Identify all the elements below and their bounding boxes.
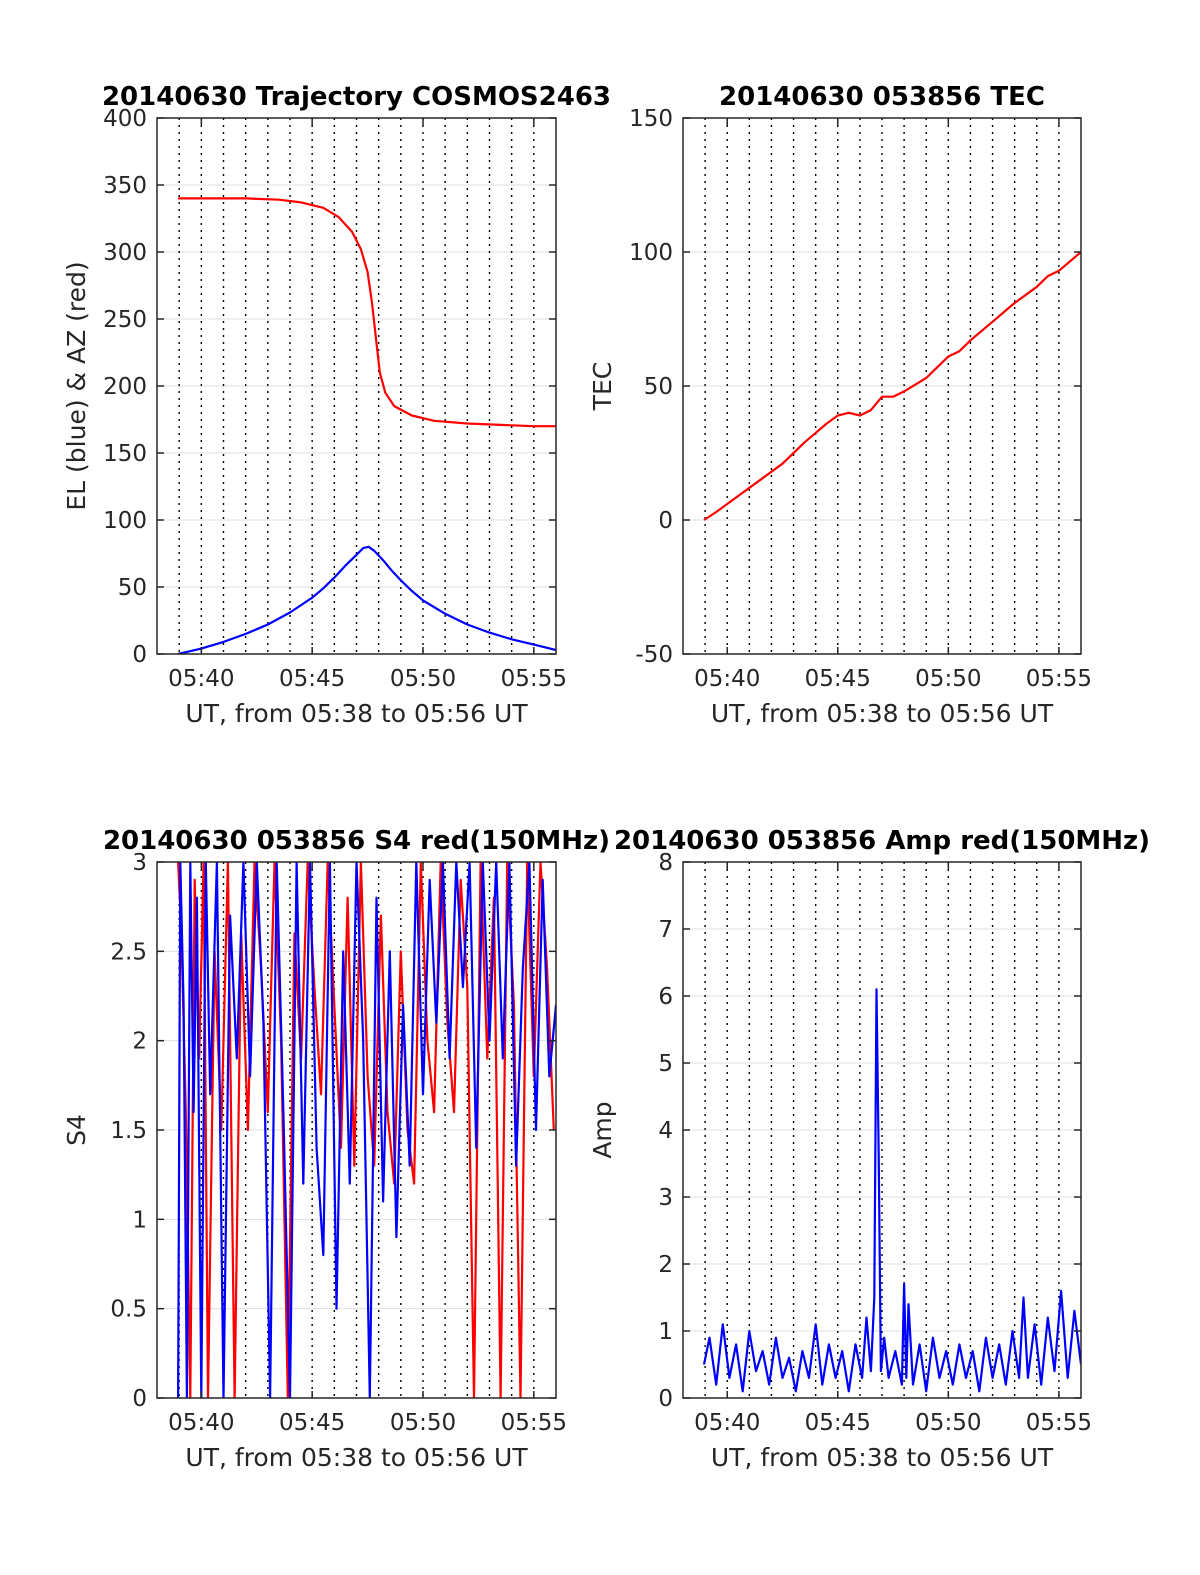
trajectory-xtick-label: 05:50: [390, 666, 456, 692]
s4-ytick-label: 1.5: [110, 1118, 147, 1144]
s4-plot-area: [177, 862, 556, 1398]
tec-title: 20140630 053856 TEC: [719, 82, 1045, 112]
tec-ytick-label: 150: [629, 106, 673, 132]
amp-ytick-label: 3: [658, 1185, 673, 1211]
s4-title: 20140630 053856 S4 red(150MHz): [103, 826, 610, 856]
trajectory-ylabel: EL (blue) & AZ (red): [62, 261, 91, 510]
s4-xtick-label: 05:40: [168, 1410, 234, 1436]
s4-panel: 0 0.5 1 1.5 2 2.5 3 05:40 05:45 05:50 05:55 2014063…: [62, 826, 610, 1472]
amp-ytick-label: 7: [658, 917, 673, 943]
trajectory-ytick-label: 150: [103, 441, 147, 467]
amp-ylabel: Amp: [588, 1101, 617, 1158]
s4-series-blue: [177, 862, 556, 1398]
trajectory-title: 20140630 Trajectory COSMOS2463: [102, 82, 611, 112]
tec-xtick-label: 05:50: [915, 666, 981, 692]
s4-xtick-label: 05:50: [390, 1410, 456, 1436]
tec-series-red: [703, 251, 1081, 521]
s4-ytick-label: 0: [132, 1386, 147, 1412]
tec-ytick-label: -50: [635, 642, 673, 668]
trajectory-ytick-label: 400: [103, 106, 147, 132]
s4-xtick-label: 05:45: [279, 1410, 345, 1436]
trajectory-ytick-label: 50: [118, 575, 147, 601]
amp-plot-area: [702, 988, 1081, 1393]
tec-xtick-label: 05:55: [1026, 666, 1092, 692]
s4-ytick-label: 2.5: [110, 939, 147, 965]
trajectory-xtick-label: 05:40: [168, 666, 234, 692]
trajectory-xtick-label: 05:55: [501, 666, 567, 692]
trajectory-ytick-label: 100: [103, 508, 147, 534]
s4-xtick-label: 05:55: [501, 1410, 567, 1436]
s4-ytick-label: 0.5: [110, 1297, 147, 1323]
amp-title: 20140630 053856 Amp red(150MHz): [614, 826, 1150, 856]
amp-series-blue: [702, 988, 1081, 1393]
s4-xlabel: UT, from 05:38 to 05:56 UT: [185, 1443, 528, 1472]
amp-ytick-label: 1: [658, 1319, 673, 1345]
amp-panel: 0 1 2 3 4 5 6 7 8 05:40 05:45 05:50 05:55 20140630 05…: [588, 826, 1150, 1472]
s4-ytick-label: 3: [132, 850, 147, 876]
trajectory-ytick-label: 200: [103, 374, 147, 400]
s4-ytick-label: 2: [132, 1029, 147, 1055]
amp-ytick-label: 2: [658, 1252, 673, 1278]
amp-ytick-label: 5: [658, 1051, 673, 1077]
tec-ytick-label: 50: [644, 374, 673, 400]
trajectory-series-blue: [177, 545, 556, 654]
amp-ytick-label: 6: [658, 984, 673, 1010]
trajectory-ytick-label: 350: [103, 173, 147, 199]
amp-ytick-label: 4: [658, 1118, 673, 1144]
tec-panel: -50 0 50 100 150 05:40 05:45 05:50 05:55 20140630…: [588, 82, 1092, 728]
amp-ytick-label: 8: [658, 850, 673, 876]
s4-ytick-label: 1: [132, 1207, 147, 1233]
trajectory-xlabel: UT, from 05:38 to 05:56 UT: [185, 699, 528, 728]
amp-xtick-label: 05:40: [694, 1410, 760, 1436]
trajectory-series-red: [178, 197, 556, 428]
tec-ylabel: TEC: [588, 362, 617, 412]
amp-xlabel: UT, from 05:38 to 05:56 UT: [711, 1443, 1054, 1472]
trajectory-ytick-label: 250: [103, 307, 147, 333]
trajectory-ytick-label: 0: [132, 642, 147, 668]
tec-xtick-label: 05:45: [805, 666, 871, 692]
trajectory-plot-area: [177, 197, 556, 654]
tec-plot-area: [703, 251, 1081, 521]
amp-ytick-label: 0: [658, 1386, 673, 1412]
trajectory-panel: 0 50 100 150 200 250 300 350 400 05:40 05:45 05:50 0…: [62, 82, 611, 728]
tec-xlabel: UT, from 05:38 to 05:56 UT: [711, 699, 1054, 728]
tec-ytick-label: 100: [629, 240, 673, 266]
amp-xtick-label: 05:55: [1026, 1410, 1092, 1436]
amp-xtick-label: 05:50: [915, 1410, 981, 1436]
trajectory-ytick-label: 300: [103, 240, 147, 266]
amp-xtick-label: 05:45: [805, 1410, 871, 1436]
trajectory-xtick-label: 05:45: [279, 666, 345, 692]
tec-xtick-label: 05:40: [694, 666, 760, 692]
tec-ytick-label: 0: [658, 508, 673, 534]
s4-ylabel: S4: [62, 1114, 91, 1146]
